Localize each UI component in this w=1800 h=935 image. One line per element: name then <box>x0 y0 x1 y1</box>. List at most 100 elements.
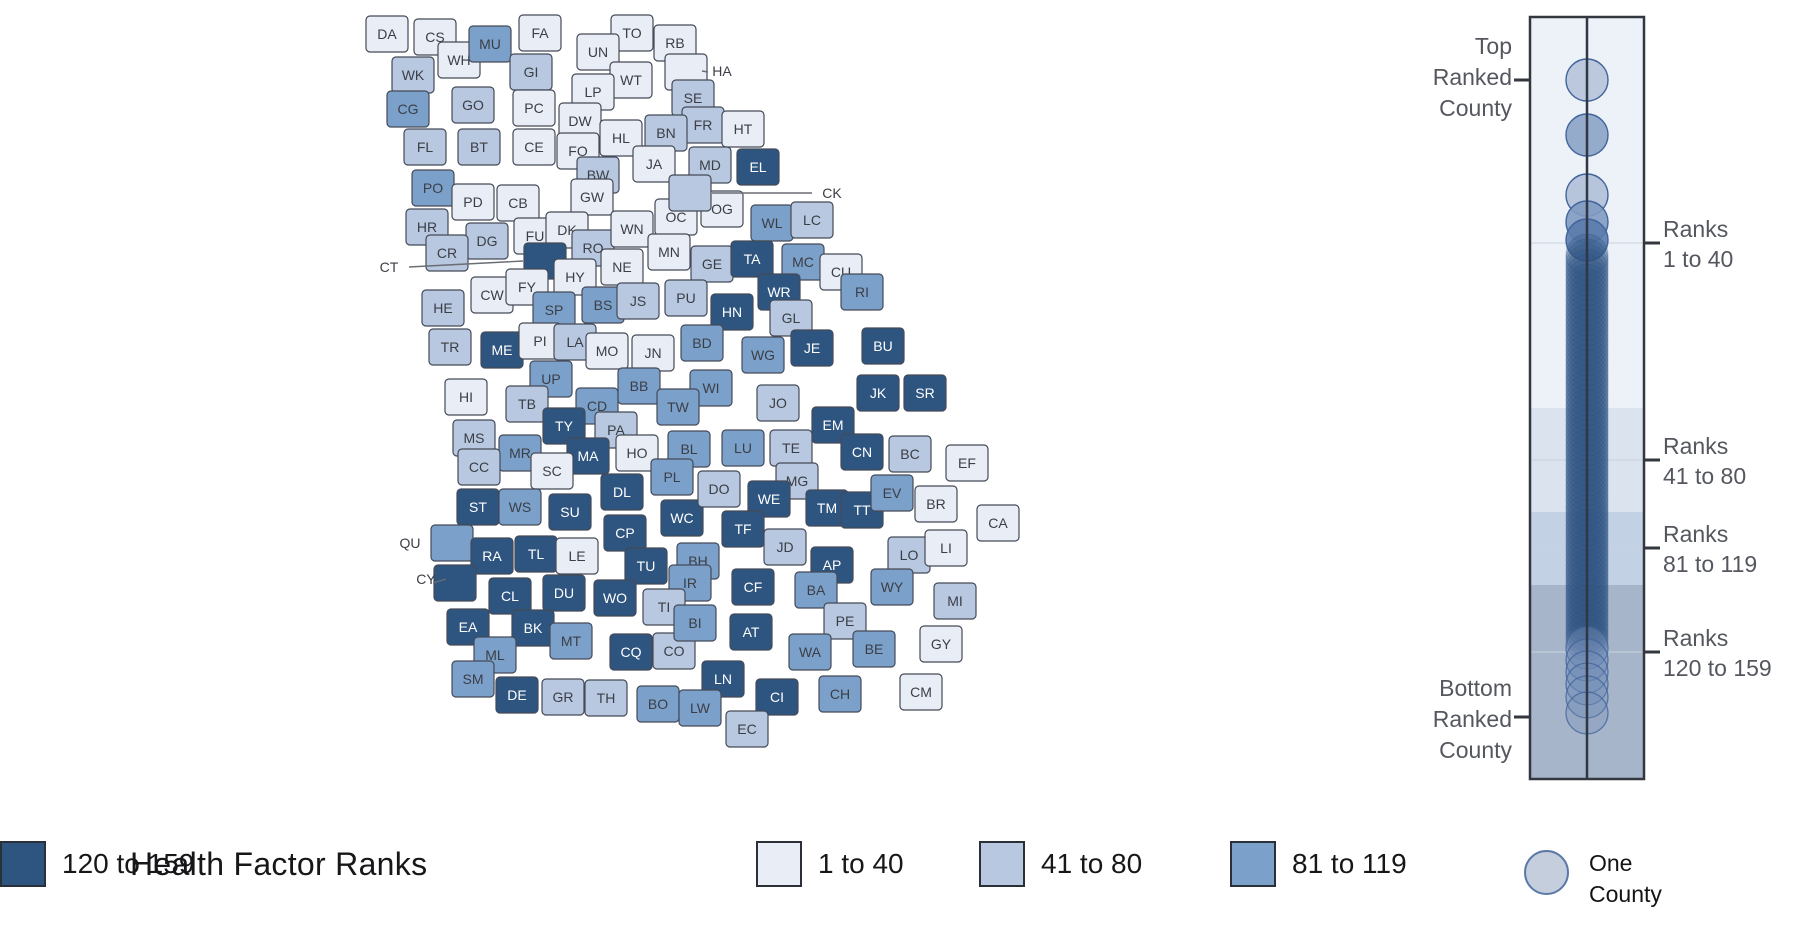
county-GE[interactable]: GE <box>690 245 734 283</box>
county-FL[interactable]: FL <box>403 128 447 166</box>
county-DE[interactable]: DE <box>495 676 539 714</box>
county-CW[interactable]: CW <box>470 276 514 314</box>
county-EC[interactable]: EC <box>725 710 769 748</box>
county-HL[interactable]: HL <box>599 119 643 157</box>
county-WE[interactable]: WE <box>747 480 791 518</box>
county-FR[interactable]: FR <box>681 106 725 144</box>
county-BK[interactable]: BK <box>511 609 555 647</box>
county-EF[interactable]: EF <box>945 444 989 482</box>
county-MN[interactable]: MN <box>647 233 691 271</box>
county-BA[interactable]: BA <box>794 571 838 609</box>
county-CM[interactable]: CM <box>899 673 943 711</box>
county-TB[interactable]: TB <box>505 385 549 423</box>
county-CP[interactable]: CP <box>603 514 647 552</box>
county-JN[interactable]: JN <box>631 334 675 372</box>
county-CA[interactable]: CA <box>976 504 1020 542</box>
legend-swatch-41-to-80[interactable] <box>979 841 1025 887</box>
county-WO[interactable]: WO <box>593 579 637 617</box>
county-MO[interactable]: MO <box>585 332 629 370</box>
county-GW[interactable]: GW <box>570 178 614 216</box>
county-JE[interactable]: JE <box>790 329 834 367</box>
county-LE[interactable]: LE <box>555 537 599 575</box>
county-NE[interactable]: NE <box>600 248 644 286</box>
county-CC[interactable]: CC <box>457 448 501 486</box>
county-JD[interactable]: JD <box>763 528 807 566</box>
county-JK[interactable]: JK <box>856 374 900 412</box>
county-TU[interactable]: TU <box>624 547 668 585</box>
county-CI[interactable]: CI <box>755 678 799 716</box>
county-BR[interactable]: BR <box>914 485 958 523</box>
county-TO[interactable]: TO <box>610 14 654 52</box>
county-LI[interactable]: LI <box>924 529 968 567</box>
county-TW[interactable]: TW <box>656 388 700 426</box>
county-PD[interactable]: PD <box>451 183 495 221</box>
county-MU[interactable]: MU <box>468 25 512 63</box>
county-ST[interactable]: ST <box>456 488 500 526</box>
county-MI[interactable]: MI <box>933 582 977 620</box>
county-LW[interactable]: LW <box>678 689 722 727</box>
county-CO[interactable]: CO <box>652 632 696 670</box>
county-WA[interactable]: WA <box>788 633 832 671</box>
county-SC[interactable]: SC <box>530 452 574 490</box>
county-RI[interactable]: RI <box>840 273 884 311</box>
county-DA[interactable]: DA <box>365 15 409 53</box>
legend-item-1-to-40[interactable]: 1 to 40 <box>756 841 904 887</box>
county-CK[interactable]: CK <box>668 174 842 212</box>
county-TF[interactable]: TF <box>721 510 765 548</box>
county-CL[interactable]: CL <box>488 577 532 615</box>
legend-swatch-120-to-159[interactable] <box>0 841 46 887</box>
county-QU[interactable]: QU <box>400 524 474 562</box>
county-SM[interactable]: SM <box>451 660 495 698</box>
county-DL[interactable]: DL <box>600 473 644 511</box>
county-TH[interactable]: TH <box>584 679 628 717</box>
legend-swatch-1-to-40[interactable] <box>756 841 802 887</box>
county-MS[interactable]: MS <box>452 419 496 457</box>
county-LP[interactable]: LP <box>571 73 615 111</box>
county-PO[interactable]: PO <box>411 169 455 207</box>
county-RB[interactable]: RB <box>653 24 697 62</box>
county-BI[interactable]: BI <box>673 604 717 642</box>
county-WC[interactable]: WC <box>660 499 704 537</box>
county-CY[interactable]: CY <box>416 564 477 602</box>
county-CF[interactable]: CF <box>731 568 775 606</box>
county-TL[interactable]: TL <box>514 535 558 573</box>
county-JO[interactable]: JO <box>756 384 800 422</box>
county-BE[interactable]: BE <box>852 630 896 668</box>
county-LN[interactable]: LN <box>701 660 745 698</box>
county-CG[interactable]: CG <box>386 90 430 128</box>
county-BS[interactable]: BS <box>581 286 625 324</box>
legend-swatch-81-to-119[interactable] <box>1230 841 1276 887</box>
county-JS[interactable]: JS <box>616 282 660 320</box>
county-CB[interactable]: CB <box>496 184 540 222</box>
county-FA[interactable]: FA <box>518 14 562 52</box>
legend-item-41-to-80[interactable]: 41 to 80 <box>979 841 1142 887</box>
county-PU[interactable]: PU <box>664 279 708 317</box>
county-HN[interactable]: HN <box>710 293 754 331</box>
county-EV[interactable]: EV <box>870 474 914 512</box>
county-CH[interactable]: CH <box>818 675 862 713</box>
county-UN[interactable]: UN <box>576 33 620 71</box>
county-TA[interactable]: TA <box>730 240 774 278</box>
county-SR[interactable]: SR <box>903 374 947 412</box>
county-CR[interactable]: CR <box>425 234 469 272</box>
county-BD[interactable]: BD <box>680 324 724 362</box>
county-PE[interactable]: PE <box>823 602 867 640</box>
county-CE[interactable]: CE <box>512 128 556 166</box>
county-HE[interactable]: HE <box>421 289 465 327</box>
county-GI[interactable]: GI <box>509 53 553 91</box>
county-DU[interactable]: DU <box>542 574 586 612</box>
county-HO[interactable]: HO <box>615 434 659 472</box>
legend-item-120-to-159[interactable]: 120 to 159 <box>0 841 194 887</box>
county-WI[interactable]: WI <box>689 369 733 407</box>
legend-item-81-to-119[interactable]: 81 to 119 <box>1230 841 1407 887</box>
county-TM[interactable]: TM <box>805 489 849 527</box>
county-BL[interactable]: BL <box>667 430 711 468</box>
county-WT[interactable]: WT <box>609 61 653 99</box>
county-MT[interactable]: MT <box>549 622 593 660</box>
county-WY[interactable]: WY <box>870 568 914 606</box>
county-WL[interactable]: WL <box>750 204 794 242</box>
county-PL[interactable]: PL <box>650 458 694 496</box>
county-TR[interactable]: TR <box>428 328 472 366</box>
county-DG[interactable]: DG <box>465 222 509 260</box>
county-TE[interactable]: TE <box>769 429 813 467</box>
